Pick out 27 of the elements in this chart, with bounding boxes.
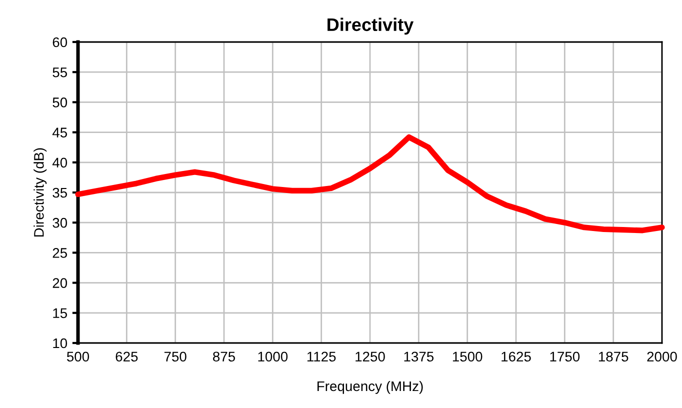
x-axis-title: Frequency (MHz) (318, 380, 423, 394)
chart-title: Directivity (328, 18, 414, 35)
x-tick-label: 1125 (307, 352, 336, 362)
y-axis-title: Directivity (dB) (34, 148, 47, 236)
y-tick-label: 45 (52, 128, 68, 138)
x-tick-label: 1500 (452, 352, 482, 362)
y-tick-label: 60 (52, 37, 68, 48)
x-tick-label: 2000 (647, 352, 677, 362)
x-tick-label: 1000 (258, 352, 288, 362)
y-tick-label: 20 (52, 278, 68, 288)
y-tick-label: 10 (53, 338, 68, 348)
y-tick-label: 35 (52, 188, 68, 198)
y-tick-label: 25 (52, 248, 68, 258)
y-tick-label: 30 (52, 218, 68, 228)
x-tick-label: 1875 (598, 352, 628, 362)
x-tick-label: 1250 (356, 352, 385, 362)
y-tick-label: 55 (52, 68, 68, 78)
x-tick-label: 1750 (550, 352, 580, 362)
x-tick-label: 1625 (502, 352, 531, 362)
x-tick-label: 875 (213, 352, 236, 362)
x-tick-label: 500 (66, 352, 90, 362)
x-tick-label: 625 (116, 352, 138, 362)
x-tick-label: 1375 (404, 352, 434, 362)
y-tick-label: 15 (53, 308, 68, 318)
y-tick-label: 50 (52, 98, 68, 108)
y-tick-label: 40 (52, 158, 68, 168)
x-tick-label: 750 (164, 352, 186, 362)
